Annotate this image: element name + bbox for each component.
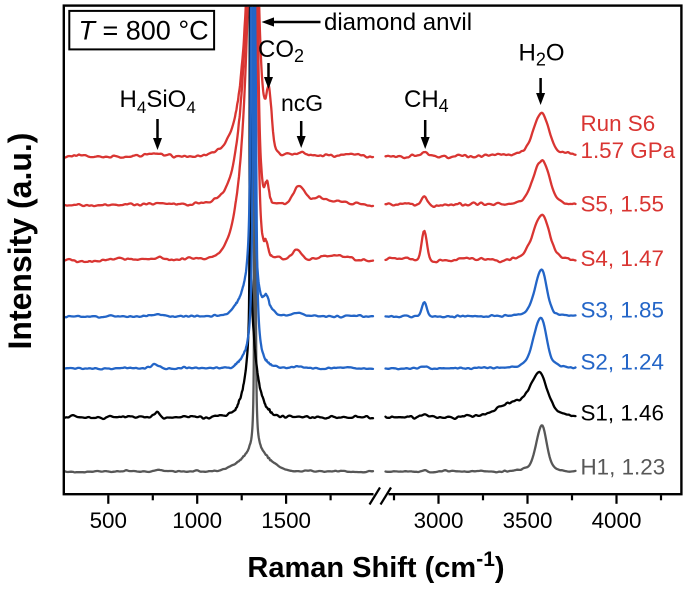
svg-text:H4SiO4: H4SiO4	[120, 86, 196, 117]
svg-text:S1, 1.46: S1, 1.46	[581, 401, 664, 426]
svg-text:H2O: H2O	[519, 40, 565, 70]
svg-text:Run S6: Run S6	[581, 111, 656, 136]
svg-text:3000: 3000	[414, 508, 464, 533]
svg-text:1500: 1500	[261, 508, 311, 533]
svg-text:diamond anvil: diamond anvil	[324, 9, 472, 36]
svg-text:S5, 1.55: S5, 1.55	[581, 192, 664, 217]
svg-text:4000: 4000	[592, 508, 642, 533]
svg-text:1000: 1000	[172, 508, 222, 533]
svg-text:Intensity (a.u.): Intensity (a.u.)	[2, 133, 38, 350]
svg-text:Raman Shift (cm-1): Raman Shift (cm-1)	[247, 548, 504, 584]
svg-text:H1, 1.23: H1, 1.23	[581, 455, 666, 480]
svg-text:S3, 1.85: S3, 1.85	[581, 298, 664, 323]
svg-text:S2, 1.24: S2, 1.24	[581, 350, 664, 375]
svg-text:1.57 GPa: 1.57 GPa	[581, 138, 676, 163]
svg-text:ncG: ncG	[281, 90, 323, 116]
svg-text:500: 500	[90, 508, 127, 533]
svg-text:S4, 1.47: S4, 1.47	[581, 246, 664, 271]
svg-text:T = 800 °C: T = 800 °C	[79, 16, 209, 46]
svg-text:3500: 3500	[503, 508, 553, 533]
